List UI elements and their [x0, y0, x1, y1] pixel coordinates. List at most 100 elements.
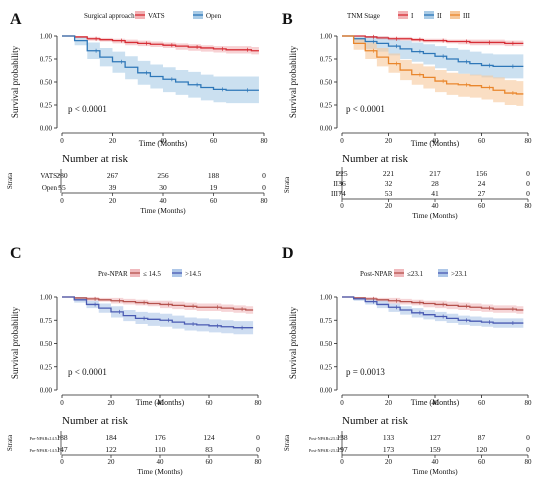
risk-table-tick-label: 40 [432, 458, 440, 466]
risk-count: 156 [476, 169, 488, 178]
y-tick-label: 0.25 [40, 102, 53, 110]
risk-count: 41 [431, 189, 439, 198]
x-tick-label: 20 [385, 399, 393, 407]
panel-letter: B [282, 11, 293, 28]
ci-band-3 [342, 36, 524, 106]
y-tick-label: 0.25 [320, 102, 333, 110]
survival-curve-1 [62, 296, 254, 311]
legend-title: Surgical approach [84, 12, 135, 20]
y-axis-label: Survival probability [288, 45, 298, 118]
legend-label: ≤23.1 [407, 270, 424, 278]
risk-table-title: Number at risk [342, 415, 408, 427]
survival-curve-2 [342, 296, 524, 324]
x-tick-label: 0 [60, 399, 64, 407]
risk-count: 0 [526, 189, 530, 198]
legend-title: TNM Stage [347, 12, 380, 20]
survival-curve-3 [342, 35, 524, 95]
risk-count: 0 [526, 433, 530, 442]
y-axis-label: Survival probability [288, 306, 298, 379]
risk-count: 267 [107, 171, 119, 180]
x-tick-label: 0 [60, 137, 64, 145]
legend-label: I [411, 12, 414, 20]
y-tick-label: 0.75 [40, 317, 53, 325]
legend-title: Pre-NPAR [98, 270, 128, 278]
risk-count: 133 [383, 433, 395, 442]
risk-count: 188 [56, 433, 68, 442]
legend-title: Post-NPAR [360, 270, 393, 278]
y-tick-label: 1.00 [320, 33, 333, 41]
risk-count: 221 [383, 169, 395, 178]
y-tick-label: 0.50 [40, 340, 53, 348]
y-tick-label: 0.00 [40, 125, 53, 133]
risk-row-label: II [333, 180, 338, 188]
legend-label: >23.1 [451, 270, 468, 278]
x-tick-label: 80 [255, 399, 263, 407]
x-tick-label: 40 [160, 137, 168, 145]
risk-table-tick-label: 60 [478, 458, 486, 466]
risk-count: 127 [429, 433, 441, 442]
risk-row-label: Post-NPAR≤23.1 [309, 436, 338, 441]
risk-count: 19 [210, 183, 218, 192]
y-tick-label: 1.00 [320, 294, 333, 302]
risk-table-tick-label: 20 [385, 202, 393, 210]
risk-table-title: Number at risk [62, 415, 128, 427]
risk-count: 0 [526, 169, 530, 178]
survival-curve-2 [342, 35, 524, 68]
x-tick-label: 80 [261, 137, 269, 145]
ci-band-2 [342, 36, 524, 79]
x-axis-label: Time (Months) [136, 398, 185, 407]
y-axis-label: Survival probability [10, 45, 20, 118]
risk-table-tick-label: 80 [255, 458, 263, 466]
risk-count: 24 [478, 179, 486, 188]
x-tick-label: 80 [525, 137, 533, 145]
p-value: p < 0.0001 [68, 104, 107, 114]
risk-table-strata-label: Strata [283, 176, 291, 193]
risk-count: 0 [256, 433, 260, 442]
risk-table-tick-label: 80 [261, 197, 269, 205]
risk-row-label: Post-NPAR>23.1 [309, 448, 338, 453]
survival-curve-2 [62, 296, 254, 329]
risk-count: 0 [262, 171, 266, 180]
risk-table-x-label: Time (Months) [137, 467, 183, 476]
risk-table-strata-label: Strata [283, 434, 291, 451]
y-tick-label: 0.75 [320, 317, 333, 325]
x-tick-label: 20 [385, 137, 393, 145]
risk-count: 188 [208, 171, 220, 180]
risk-table-tick-label: 40 [160, 197, 168, 205]
ci-band-1 [62, 297, 254, 314]
risk-table-tick-label: 0 [340, 458, 344, 466]
risk-count: 55 [58, 183, 66, 192]
risk-count: 39 [109, 183, 117, 192]
panel-c: C Pre-NPAR ≤ 14.5 >14.5 Survival probability… [6, 245, 262, 476]
legend-label: III [463, 12, 471, 20]
risk-count: 53 [385, 189, 393, 198]
y-tick-label: 0.75 [40, 56, 53, 64]
risk-count: 184 [105, 433, 117, 442]
x-tick-label: 20 [109, 137, 117, 145]
risk-table-x-label: Time (Months) [412, 211, 458, 220]
risk-count: 110 [155, 445, 166, 454]
risk-table-tick-label: 60 [210, 197, 218, 205]
risk-count: 27 [478, 189, 486, 198]
survival-curve-1 [342, 296, 524, 311]
risk-count: 280 [56, 171, 68, 180]
risk-table-tick-label: 20 [108, 458, 116, 466]
x-tick-label: 0 [340, 137, 344, 145]
risk-row-label: Pre-NPAR>14.5 [30, 448, 57, 453]
p-value: p < 0.0001 [346, 104, 385, 114]
survival-curve-1 [342, 35, 524, 45]
panel-letter: C [10, 245, 22, 262]
survival-curve-2 [62, 35, 259, 91]
risk-row-label: I [336, 170, 339, 178]
risk-table-x-label: Time (Months) [140, 206, 186, 215]
x-axis-label: Time (Months) [411, 139, 460, 148]
risk-table-tick-label: 60 [478, 202, 486, 210]
x-axis-label: Time (Months) [411, 398, 460, 407]
risk-table-x-label: Time (Months) [412, 467, 458, 476]
risk-count: 0 [526, 445, 530, 454]
risk-count: 28 [431, 179, 439, 188]
risk-count: 0 [256, 445, 260, 454]
x-tick-label: 0 [340, 399, 344, 407]
